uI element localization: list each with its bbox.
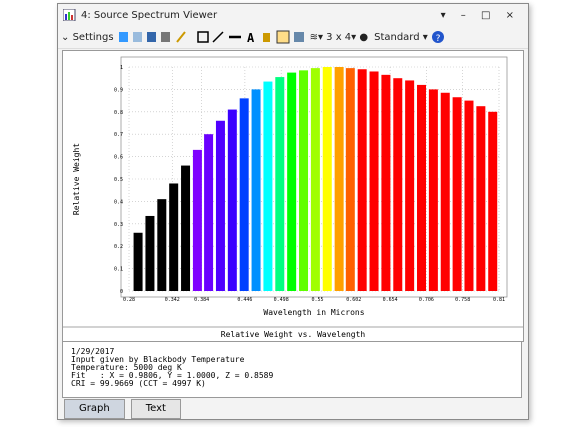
- x-tick-label: 0.384: [194, 297, 209, 303]
- text-line: CRI = 99.9669 (CCT = 4997 K): [71, 379, 206, 388]
- toolbar-icons[interactable]: [117, 30, 197, 44]
- bar: [334, 67, 344, 291]
- bar: [275, 77, 285, 291]
- bar: [215, 120, 225, 291]
- svg-text:?: ?: [435, 34, 440, 44]
- y-axis-label: Relative Weight: [72, 143, 81, 215]
- bar: [393, 78, 403, 291]
- y-tick-label: 0.3: [114, 222, 123, 228]
- x-tick-label: 0.342: [165, 297, 180, 303]
- text-line: 1/29/2017: [71, 347, 115, 356]
- window: 4: Source Spectrum Viewer ▾ – □ × ⌄ Sett…: [57, 3, 529, 420]
- layout-button[interactable]: ≋▾ 3 x 4▾ ●: [309, 31, 369, 43]
- bar: [428, 89, 438, 292]
- y-tick-label: 0.7: [114, 132, 123, 138]
- bar: [464, 100, 474, 291]
- bar: [405, 80, 415, 291]
- bar: [181, 165, 191, 291]
- y-tick-label: 0.4: [114, 199, 123, 205]
- bar: [452, 97, 462, 291]
- x-tick-label: 0.706: [419, 297, 434, 303]
- bar: [227, 109, 237, 291]
- y-tick-label: 0.2: [114, 244, 123, 250]
- settings-label: Settings: [72, 31, 114, 43]
- text-panel: 1/29/2017 Input given by Blackbody Temper…: [62, 341, 522, 398]
- x-tick-label: 0.55: [311, 297, 323, 303]
- chart-subtitle: Relative Weight vs. Wavelength: [221, 330, 366, 339]
- toolbar: ⌄ Settings A ≋▾ 3 x 4▾ ● Standard ▾ ?: [58, 26, 528, 49]
- bar: [440, 92, 450, 291]
- x-tick-label: 0.602: [346, 297, 361, 303]
- window-title: 4: Source Spectrum Viewer: [81, 9, 218, 21]
- app-icon: [63, 9, 76, 21]
- bar: [157, 199, 167, 291]
- layout-label: 3 x 4: [326, 31, 352, 43]
- bar: [263, 81, 273, 291]
- x-tick-label: 0.758: [455, 297, 470, 303]
- chart-panel: 0 0.1 0.2 0.3 0.4 0.5 0.6 0.7 0.8 0.9 1 0.28 0.342 0.…: [62, 50, 524, 342]
- y-tick-label: 0.8: [114, 110, 123, 116]
- text-line: Fit : X = 0.9806, Y = 1.0000, Z = 0.8589: [71, 371, 274, 380]
- title-bar: 4: Source Spectrum Viewer ▾ – □ ×: [58, 4, 528, 26]
- style-button[interactable]: Standard ▾: [374, 31, 428, 43]
- text-line: Temperature: 5000 deg K: [71, 363, 182, 372]
- plot-frame: [120, 56, 508, 298]
- bar: [417, 84, 427, 291]
- bar: [251, 89, 261, 292]
- bar: [381, 74, 391, 291]
- bar: [345, 68, 355, 292]
- draw-icons[interactable]: A: [196, 30, 307, 44]
- bar: [145, 215, 155, 291]
- bar: [204, 134, 214, 291]
- bar: [239, 98, 249, 291]
- bar: [310, 68, 320, 292]
- y-tick-label: 0: [120, 289, 123, 295]
- bar: [169, 183, 179, 291]
- bar: [287, 72, 297, 291]
- bar: [192, 149, 202, 291]
- style-label: Standard: [374, 31, 420, 43]
- x-tick-label: 0.81: [493, 297, 505, 303]
- help-icon[interactable]: ?: [431, 30, 445, 44]
- bar: [133, 232, 143, 291]
- y-tick-label: 0.1: [114, 267, 123, 273]
- chart: 0 0.1 0.2 0.3 0.4 0.5 0.6 0.7 0.8 0.9 1 0.28 0.342 0.…: [63, 56, 523, 339]
- x-tick-label: 0.446: [237, 297, 252, 303]
- x-tick-label: 0.654: [383, 297, 398, 303]
- bar: [357, 69, 367, 292]
- y-tick-label: 1: [120, 65, 123, 71]
- bar: [476, 106, 486, 291]
- tab-bar: Graph Text: [58, 399, 528, 419]
- bar: [299, 70, 309, 291]
- bar: [488, 111, 498, 291]
- text-line: Input given by Blackbody Temperature: [71, 355, 245, 364]
- x-tick-label: 0.28: [123, 297, 135, 303]
- y-tick-label: 0.5: [114, 177, 123, 183]
- x-axis-label: Wavelength in Microns: [263, 308, 364, 317]
- y-tick-label: 0.6: [114, 155, 123, 161]
- tab[interactable]: Text: [130, 399, 181, 419]
- settings-button[interactable]: ⌄ Settings: [61, 31, 114, 43]
- window-controls[interactable]: ▾ – □ ×: [440, 9, 520, 21]
- svg-text:A: A: [247, 31, 255, 44]
- bar: [369, 71, 379, 291]
- tab[interactable]: Graph: [64, 399, 125, 419]
- y-tick-label: 0.9: [114, 87, 123, 93]
- bar: [322, 67, 332, 291]
- x-tick-label: 0.498: [274, 297, 289, 303]
